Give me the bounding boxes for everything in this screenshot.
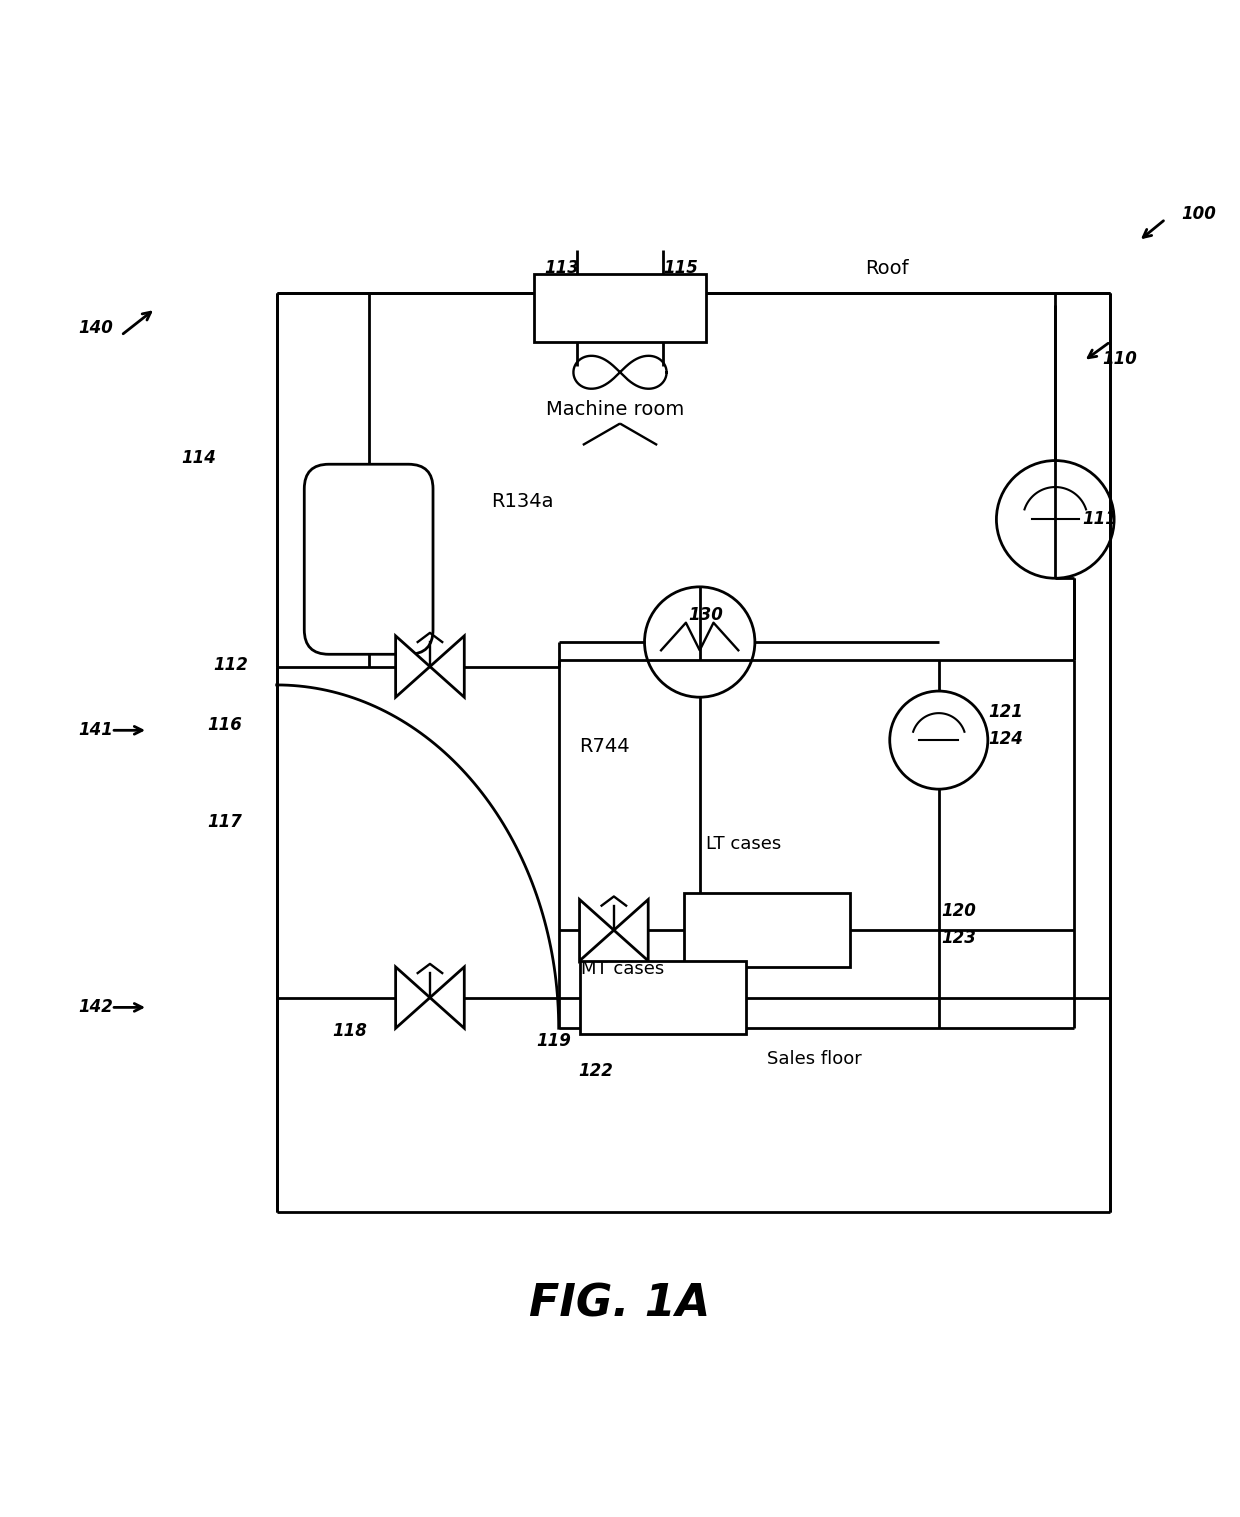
Text: MT cases: MT cases: [580, 960, 663, 978]
Text: 140: 140: [78, 319, 113, 337]
Polygon shape: [579, 900, 614, 960]
Polygon shape: [430, 636, 464, 698]
Text: 123: 123: [941, 928, 976, 947]
Text: 112: 112: [213, 657, 248, 675]
Bar: [684, 894, 849, 966]
Text: 130: 130: [688, 607, 723, 623]
Text: 124: 124: [988, 730, 1023, 748]
Text: 117: 117: [207, 813, 242, 831]
Text: 113: 113: [544, 259, 579, 278]
Text: 116: 116: [207, 716, 242, 734]
Text: R744: R744: [579, 737, 630, 755]
Bar: [534, 275, 706, 341]
Text: 121: 121: [988, 702, 1023, 721]
Polygon shape: [396, 966, 430, 1029]
Text: Roof: Roof: [866, 258, 909, 278]
Text: 118: 118: [332, 1021, 367, 1039]
Text: LT cases: LT cases: [706, 836, 781, 854]
Text: 120: 120: [941, 901, 976, 919]
Text: FIG. 1A: FIG. 1A: [529, 1282, 711, 1326]
Polygon shape: [614, 900, 649, 960]
Text: 141: 141: [78, 721, 113, 739]
Text: 114: 114: [181, 449, 216, 467]
Text: 111: 111: [1083, 510, 1117, 528]
Text: Machine room: Machine room: [547, 399, 684, 419]
Polygon shape: [430, 966, 464, 1029]
Text: Sales floor: Sales floor: [768, 1050, 862, 1068]
Text: 110: 110: [1102, 350, 1137, 367]
Text: 115: 115: [663, 259, 698, 278]
Text: R134a: R134a: [491, 492, 554, 511]
Text: 100: 100: [1182, 205, 1216, 223]
Bar: [580, 960, 745, 1035]
Text: 119: 119: [537, 1032, 572, 1050]
FancyBboxPatch shape: [304, 464, 433, 654]
Text: 122: 122: [578, 1062, 614, 1080]
Text: 142: 142: [78, 998, 113, 1016]
Polygon shape: [396, 636, 430, 698]
